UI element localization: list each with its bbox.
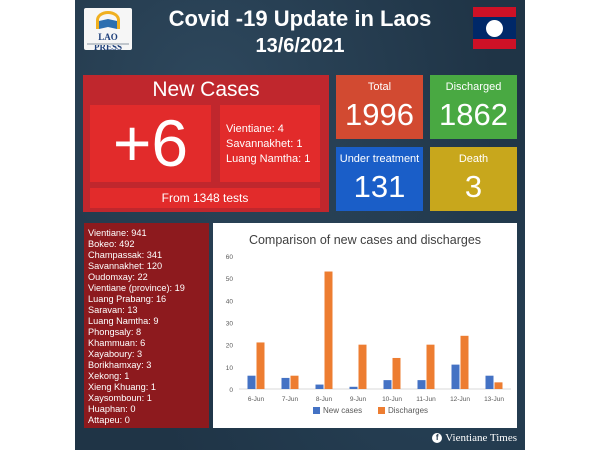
discharged-value: 1862 bbox=[439, 97, 508, 132]
legend-swatch-new-cases bbox=[313, 407, 320, 414]
x-tick-label: 12-Jun bbox=[450, 396, 470, 403]
province-item: Khammuan: 6 bbox=[88, 338, 146, 348]
new-cases-regions: Vientiane: 4 Savannakhet: 1 Luang Namtha… bbox=[220, 105, 320, 182]
bar-discharges bbox=[460, 335, 469, 389]
province-item: Savannakhet: 120 bbox=[88, 261, 163, 271]
y-tick-label: 50 bbox=[226, 276, 234, 283]
death-value: 3 bbox=[464, 169, 483, 204]
x-tick-label: 6-Jun bbox=[248, 396, 265, 403]
bar-discharges bbox=[290, 375, 299, 389]
legend-label-new-cases: New cases bbox=[323, 406, 362, 415]
death-label: Death bbox=[458, 153, 489, 165]
tests-count: From 1348 tests bbox=[90, 188, 320, 208]
province-item: Bokeo: 492 bbox=[88, 239, 135, 249]
province-item: Champassak: 341 bbox=[88, 250, 163, 260]
bar-new-cases bbox=[315, 384, 324, 389]
province-item: Attapeu: 0 bbox=[88, 415, 130, 425]
footer-source: Vientiane Times bbox=[445, 432, 517, 444]
bar-new-cases bbox=[247, 375, 256, 389]
facebook-icon: f bbox=[432, 433, 443, 443]
page-title: Covid -19 Update in Laos bbox=[168, 6, 432, 31]
chart-card: Comparison of new cases and discharges 0 1… bbox=[213, 223, 517, 428]
under-treatment-value: 131 bbox=[353, 169, 406, 204]
bar-discharges bbox=[494, 382, 503, 389]
province-item: Vientiane: 941 bbox=[88, 228, 147, 238]
bar-new-cases bbox=[485, 375, 494, 389]
footer-credit: f Vientiane Times bbox=[432, 432, 517, 444]
y-tick-label: 20 bbox=[226, 343, 234, 350]
discharged-tile: Discharged 1862 bbox=[430, 75, 517, 139]
province-item: Saravan: 13 bbox=[88, 305, 138, 315]
bar-new-cases bbox=[281, 377, 290, 389]
new-case-region: Savannakhet: 1 bbox=[226, 138, 303, 150]
x-tick-label: 10-Jun bbox=[382, 396, 402, 403]
total-label: Total bbox=[367, 81, 392, 93]
bar-discharges bbox=[392, 357, 401, 389]
province-item: Borikhamxay: 3 bbox=[88, 360, 152, 370]
new-case-region: Vientiane: 4 bbox=[226, 123, 284, 135]
x-tick-label: 11-Jun bbox=[416, 396, 436, 403]
province-item: Vientiane (province): 19 bbox=[88, 283, 185, 293]
page-date: 13/6/2021 bbox=[255, 35, 345, 57]
province-item: Oudomxay: 22 bbox=[88, 272, 148, 282]
new-case-region: Luang Namtha: 1 bbox=[226, 153, 311, 165]
bar-discharges bbox=[256, 342, 265, 389]
x-tick-label: 13-Jun bbox=[484, 396, 504, 403]
under-treatment-tile: Under treatment 131 bbox=[336, 147, 423, 211]
legend-label-discharges: Discharges bbox=[388, 406, 428, 415]
y-tick-label: 10 bbox=[226, 365, 234, 372]
province-item: Xekong: 1 bbox=[88, 371, 130, 381]
bar-new-cases bbox=[451, 364, 460, 389]
province-item: Luang Prabang: 16 bbox=[88, 294, 167, 304]
legend-swatch-discharges bbox=[378, 407, 385, 414]
total-tile: Total 1996 bbox=[336, 75, 423, 139]
new-cases-value: +6 bbox=[90, 105, 211, 182]
province-list: Vientiane: 941 Bokeo: 492 Champassak: 34… bbox=[84, 223, 209, 428]
x-tick-label: 7-Jun bbox=[282, 396, 299, 403]
under-treatment-label: Under treatment bbox=[339, 153, 420, 165]
x-tick-label: 8-Jun bbox=[316, 396, 333, 403]
bar-new-cases bbox=[417, 380, 426, 389]
new-cases-label: New Cases bbox=[152, 78, 260, 101]
lao-press-logo: LAO PRESS bbox=[84, 8, 132, 52]
province-item: Huaphan: 0 bbox=[88, 404, 136, 414]
infographic-poster: LAO PRESS Covid -19 Update in Laos 13/6/… bbox=[75, 0, 525, 450]
cases-chart: Comparison of new cases and discharges 0 1… bbox=[226, 233, 511, 415]
province-item: Xayaboury: 3 bbox=[88, 349, 143, 359]
laos-flag-icon bbox=[473, 7, 516, 49]
province-item: Luang Namtha: 9 bbox=[88, 316, 159, 326]
province-item: Xieng Khuang: 1 bbox=[88, 382, 156, 392]
y-tick-label: 30 bbox=[226, 321, 234, 328]
y-tick-label: 0 bbox=[229, 387, 233, 394]
death-tile: Death 3 bbox=[430, 147, 517, 211]
bar-discharges bbox=[358, 344, 367, 389]
province-item: Phongsaly: 8 bbox=[88, 327, 142, 337]
discharged-label: Discharged bbox=[445, 81, 502, 93]
bar-new-cases bbox=[383, 380, 392, 389]
chart-title: Comparison of new cases and discharges bbox=[249, 233, 481, 247]
bar-discharges bbox=[426, 344, 435, 389]
y-tick-label: 40 bbox=[226, 298, 234, 305]
logo-text: LAO PRESS bbox=[93, 32, 122, 52]
x-tick-label: 9-Jun bbox=[350, 396, 367, 403]
new-cases-panel: New Cases +6 Vientiane: 4 Savannakhet: 1… bbox=[83, 75, 329, 212]
bar-discharges bbox=[324, 271, 333, 389]
province-item: Xaysomboun: 1 bbox=[88, 393, 152, 403]
total-value: 1996 bbox=[345, 97, 414, 132]
bar-new-cases bbox=[349, 386, 358, 389]
y-tick-label: 60 bbox=[226, 254, 234, 261]
